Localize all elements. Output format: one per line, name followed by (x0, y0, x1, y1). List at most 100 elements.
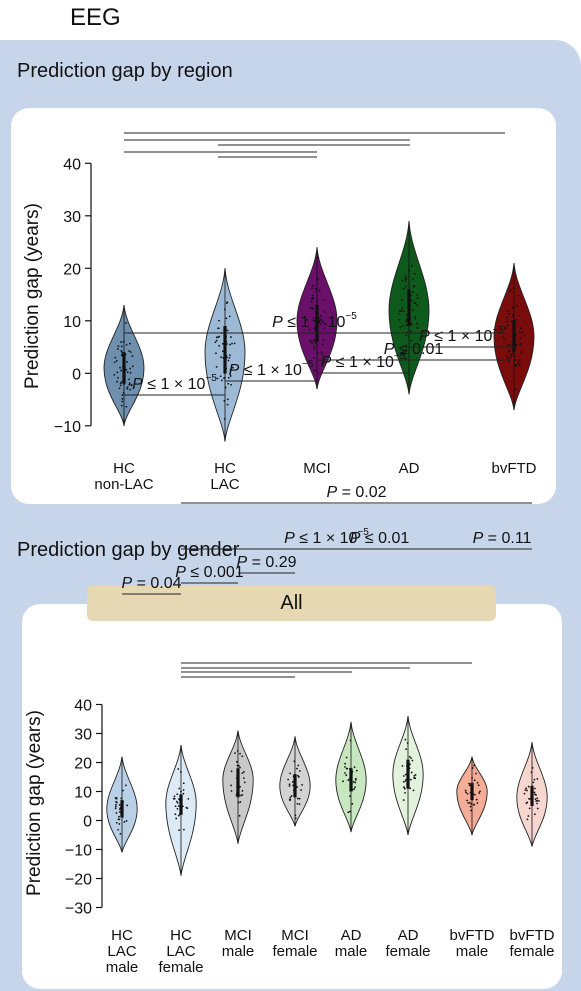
data-point (223, 372, 226, 375)
data-point (316, 352, 319, 354)
violin-0 (103, 305, 145, 426)
data-point (177, 805, 180, 807)
y-tick-label: −10 (54, 419, 81, 436)
data-point (120, 404, 123, 407)
data-point (526, 818, 529, 821)
violin-1 (204, 268, 246, 442)
data-point (404, 357, 407, 360)
y-tick-label: 0 (83, 814, 92, 831)
data-point (242, 771, 245, 773)
data-point (530, 771, 533, 774)
data-point (241, 793, 244, 796)
data-point (294, 817, 297, 820)
data-point (115, 803, 117, 806)
data-point (243, 777, 245, 779)
data-point (533, 791, 536, 794)
comparison-label: P ≤ 1 × 10−5 (321, 351, 406, 371)
data-point (408, 305, 411, 308)
data-point (120, 369, 123, 372)
x-tick-label: HC (214, 460, 236, 477)
data-point (230, 336, 232, 338)
data-point (518, 314, 521, 317)
data-point (512, 314, 514, 316)
data-point (401, 325, 404, 327)
data-point (178, 829, 180, 832)
data-point (113, 361, 116, 364)
y-axis-label: Prediction gap (years) (24, 710, 45, 896)
y-tick-label: −30 (65, 901, 92, 918)
data-point (128, 350, 131, 352)
data-point (404, 280, 407, 283)
data-point (470, 803, 473, 805)
data-point (296, 797, 299, 800)
data-point (527, 785, 530, 788)
data-point (120, 381, 123, 383)
data-point (406, 742, 409, 744)
data-point (231, 366, 234, 369)
data-point (294, 795, 297, 798)
data-point (224, 308, 226, 311)
data-point (126, 386, 129, 389)
data-point (349, 776, 352, 778)
violin-iqr (293, 774, 297, 798)
data-point (412, 278, 414, 281)
data-point (183, 828, 185, 831)
data-point (313, 369, 316, 372)
data-point (521, 331, 524, 334)
violin-iqr (512, 320, 516, 353)
violin-7 (516, 742, 548, 847)
data-point (215, 339, 218, 342)
data-point (225, 317, 228, 320)
data-point (511, 345, 514, 347)
data-point (508, 290, 511, 293)
violin-iqr (120, 800, 124, 818)
data-point (528, 807, 531, 810)
data-point (297, 774, 299, 777)
data-point (123, 370, 125, 373)
data-point (176, 793, 179, 796)
x-tick-label: AD (398, 927, 419, 944)
data-point (125, 405, 128, 408)
data-point (466, 799, 468, 802)
data-point (121, 394, 124, 396)
data-point (316, 256, 319, 259)
data-point (178, 813, 181, 816)
data-point (298, 770, 301, 772)
data-point (311, 294, 314, 297)
data-point (503, 338, 506, 341)
data-point (473, 779, 476, 782)
data-point (347, 779, 350, 782)
data-point (311, 285, 314, 287)
data-point (115, 797, 118, 800)
comparison-label: P ≤ 1 × 10−5 (272, 311, 357, 331)
data-point (125, 819, 128, 822)
comparison-label: P = 0.11 (473, 530, 532, 547)
data-point (230, 790, 233, 792)
data-point (236, 764, 239, 767)
data-point (179, 771, 182, 773)
data-point (300, 789, 302, 791)
data-point (220, 356, 223, 359)
data-point (506, 320, 509, 323)
data-point (349, 810, 351, 813)
violin-2 (222, 730, 254, 844)
section-title-gender: Prediction gap by gender (17, 539, 240, 561)
data-point (311, 287, 313, 290)
data-point (116, 380, 118, 383)
data-point (315, 304, 318, 307)
y-tick-label: 20 (63, 261, 81, 278)
data-point (316, 277, 318, 280)
data-point (177, 768, 180, 770)
data-point (534, 793, 536, 796)
data-point (402, 350, 405, 352)
data-point (349, 767, 351, 770)
data-point (317, 317, 320, 320)
data-point (416, 297, 419, 299)
data-point (118, 387, 121, 390)
data-point (511, 353, 514, 355)
data-point (225, 367, 228, 370)
data-point (323, 327, 326, 330)
data-point (410, 757, 412, 759)
